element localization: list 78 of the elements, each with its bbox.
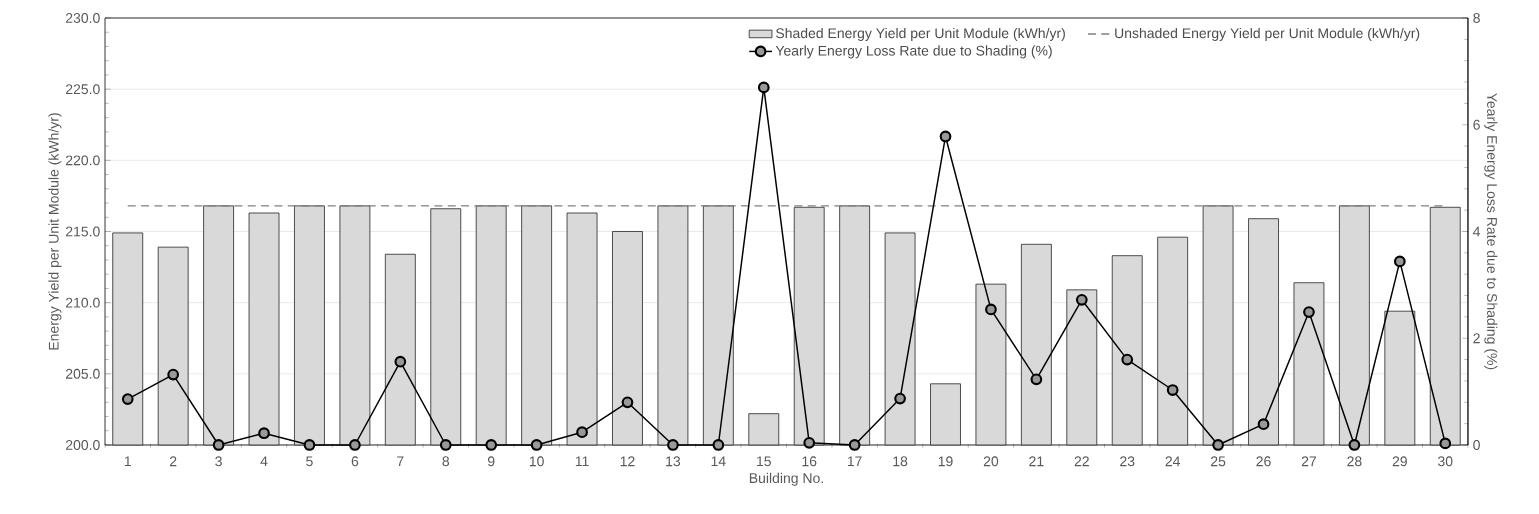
y-tick-label: 200.0 [65,440,100,450]
y-tick-label: 220.0 [65,155,100,166]
x-tick-label: 22 [1074,456,1089,467]
point [1212,439,1224,451]
point [349,439,361,451]
point [258,427,270,440]
x-tick-label: 1 [124,456,131,466]
x-tick-label: 3 [215,456,222,467]
x-tick-label: 20 [983,456,999,467]
point [576,426,588,439]
legend-label: Unshaded Energy Yield per Unit Module (kWh/yr) [1115,27,1420,41]
point [1121,353,1134,366]
y-tick-label: 225.0 [65,84,100,95]
point [757,81,770,94]
x-tick-label: 27 [1301,456,1317,467]
point [1303,306,1315,318]
point [1075,293,1088,306]
y2-tick-label: 0 [1473,440,1480,450]
point [621,396,634,409]
point [530,439,543,451]
x-tick-label: 7 [397,456,404,466]
point [985,303,997,316]
point [1439,437,1452,450]
point [394,355,407,368]
legend-label: Yearly Energy Loss Rate due to Shading (%) [775,45,1052,59]
point [894,392,906,405]
y2-tick-label: 4 [1473,226,1481,237]
point [1257,418,1270,431]
point [167,368,180,381]
x-tick-label: 28 [1347,456,1362,467]
x-tick-label: 13 [666,456,681,467]
y2-tick-label: 6 [1473,119,1480,130]
x-tick-label: 18 [893,456,908,467]
x-tick-label: 21 [1029,456,1044,467]
point [1393,255,1406,268]
x-tick-label: 2 [169,456,177,467]
point [439,439,452,451]
point [1030,373,1043,386]
x-tick-label: 12 [620,456,635,467]
x-tick-label: 17 [847,456,862,466]
y-tick-label: 230.0 [65,13,100,23]
x-tick-label: 8 [442,456,450,467]
x-tick-label: 10 [529,456,544,467]
point [803,436,816,449]
point [939,130,952,143]
point [212,439,225,451]
x-tick-label: 26 [1256,456,1271,467]
point [303,439,316,451]
point [667,439,679,451]
x-tick-label: 25 [1211,456,1226,467]
y2-axis-title: Yearly Energy Loss Rate due to Shading (%) [1484,93,1498,370]
y2-tick-label: 2 [1473,333,1480,344]
x-tick-label: 30 [1437,456,1453,467]
point [1348,439,1361,451]
point [121,393,134,405]
x-tick-label: 9 [487,456,495,467]
x-tick-label: 5 [306,456,313,467]
point [1166,384,1179,396]
y-tick-label: 215.0 [65,226,100,237]
point [848,439,861,451]
x-tick-label: 16 [802,456,817,467]
y-axis-title: Energy Yield per Unit Module (kWh/yr) [48,113,62,350]
x-tick-label: 6 [351,456,359,467]
x-tick-label: 4 [260,456,268,466]
point [712,439,725,451]
x-tick-label: 19 [938,456,953,467]
y2-tick-label: 8 [1473,13,1480,23]
x-tick-label: 15 [757,456,771,467]
x-tick-label: 24 [1165,456,1181,467]
x-tick-label: 23 [1120,456,1135,467]
x-tick-label: 14 [711,456,726,466]
point [485,439,498,451]
y-tick-label: 210.0 [65,297,100,308]
x-axis-title: Building No. [749,472,823,486]
legend-label: Shaded Energy Yield per Unit Module (kWh/yr) [776,27,1065,41]
y-tick-label: 205.0 [65,368,100,379]
x-tick-label: 29 [1392,456,1407,467]
x-tick-label: 11 [575,456,589,466]
